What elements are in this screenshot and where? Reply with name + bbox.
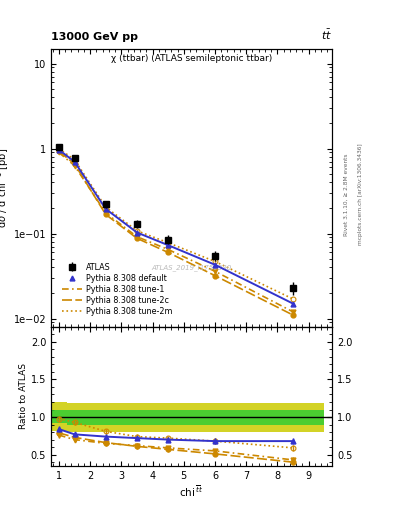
- Pythia 8.308 tune-1: [166, 246, 171, 252]
- Text: 13000 GeV pp: 13000 GeV pp: [51, 32, 138, 41]
- Pythia 8.308 default: [134, 229, 139, 236]
- Pythia 8.308 tune-1: [291, 309, 296, 315]
- Y-axis label: Ratio to ATLAS: Ratio to ATLAS: [19, 364, 28, 430]
- Pythia 8.308 default: [103, 206, 108, 212]
- Pythia 8.308 tune-2c: [166, 249, 171, 255]
- Pythia 8.308 tune-1: [213, 268, 217, 274]
- Pythia 8.308 tune-2c: [57, 148, 61, 154]
- Pythia 8.308 default: [291, 301, 296, 307]
- Pythia 8.308 tune-2m: [103, 204, 108, 210]
- Pythia 8.308 tune-1: [134, 233, 139, 240]
- Pythia 8.308 tune-2m: [72, 157, 77, 163]
- Pythia 8.308 default: [72, 159, 77, 165]
- Text: mcplots.cern.ch [arXiv:1306.3436]: mcplots.cern.ch [arXiv:1306.3436]: [358, 144, 363, 245]
- Line: Pythia 8.308 default: Pythia 8.308 default: [57, 147, 296, 306]
- Pythia 8.308 tune-1: [103, 210, 108, 216]
- Pythia 8.308 tune-2c: [213, 272, 217, 279]
- Line: Pythia 8.308 tune-2c: Pythia 8.308 tune-2c: [59, 151, 293, 315]
- Pythia 8.308 tune-2m: [166, 240, 171, 246]
- Pythia 8.308 tune-2c: [134, 235, 139, 241]
- Text: χ (ttbar) (ATLAS semileptonic ttbar): χ (ttbar) (ATLAS semileptonic ttbar): [111, 54, 272, 63]
- Line: Pythia 8.308 tune-1: Pythia 8.308 tune-1: [59, 153, 293, 312]
- X-axis label: chi$^{\,\overline{t}t}$: chi$^{\,\overline{t}t}$: [180, 483, 204, 499]
- Pythia 8.308 tune-2c: [103, 211, 108, 218]
- Pythia 8.308 tune-2m: [57, 145, 61, 152]
- Pythia 8.308 tune-1: [72, 163, 77, 169]
- Text: Rivet 3.1.10, ≥ 2.8M events: Rivet 3.1.10, ≥ 2.8M events: [344, 153, 349, 236]
- Pythia 8.308 tune-2c: [72, 161, 77, 167]
- Pythia 8.308 default: [57, 146, 61, 153]
- Pythia 8.308 tune-2m: [213, 259, 217, 265]
- Text: ATLAS_2019_I1750330: ATLAS_2019_I1750330: [151, 264, 232, 271]
- Legend: ATLAS, Pythia 8.308 default, Pythia 8.308 tune-1, Pythia 8.308 tune-2c, Pythia 8: ATLAS, Pythia 8.308 default, Pythia 8.30…: [61, 261, 174, 317]
- Pythia 8.308 default: [166, 242, 171, 248]
- Pythia 8.308 tune-2m: [134, 228, 139, 234]
- Pythia 8.308 tune-2c: [291, 312, 296, 318]
- Pythia 8.308 tune-1: [57, 150, 61, 156]
- Y-axis label: d$\sigma$ / d chi$^{-1}$ [pb]: d$\sigma$ / d chi$^{-1}$ [pb]: [0, 147, 11, 228]
- Text: $t\bar{t}$: $t\bar{t}$: [321, 28, 332, 41]
- Pythia 8.308 tune-2m: [291, 296, 296, 302]
- Line: Pythia 8.308 tune-2m: Pythia 8.308 tune-2m: [59, 148, 293, 299]
- Pythia 8.308 default: [213, 262, 217, 268]
